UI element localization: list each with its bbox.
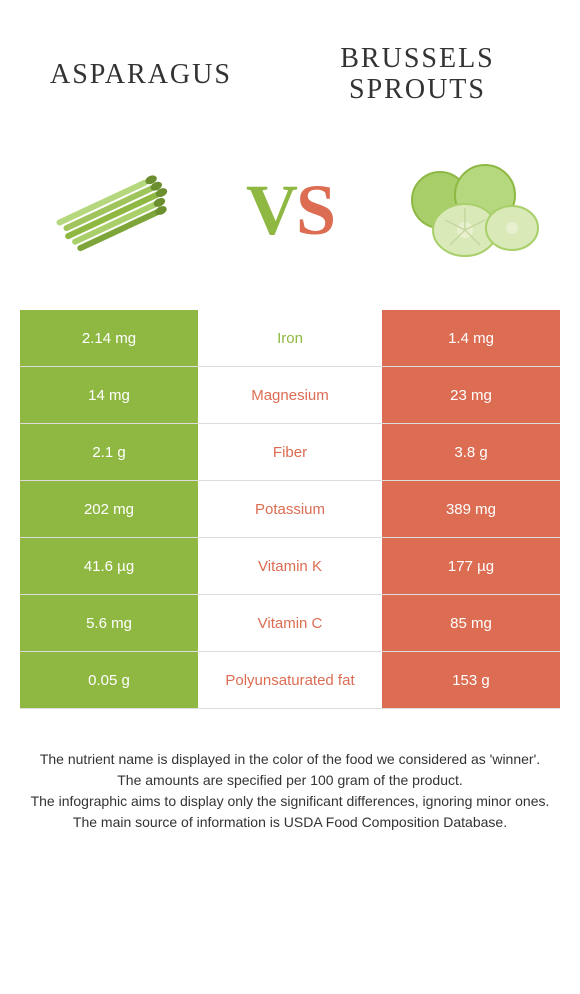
nutrient-label: Fiber [198, 424, 382, 480]
table-row: 41.6 µg Vitamin K 177 µg [20, 538, 560, 595]
asparagus-image [30, 150, 190, 270]
nutrient-label: Potassium [198, 481, 382, 537]
right-value: 1.4 mg [382, 310, 560, 366]
left-value: 2.1 g [20, 424, 198, 480]
title-brussels-sprouts: Brussels sprouts [295, 44, 540, 106]
right-value: 389 mg [382, 481, 560, 537]
table-row: 2.14 mg Iron 1.4 mg [20, 310, 560, 367]
right-value: 23 mg [382, 367, 560, 423]
left-value: 2.14 mg [20, 310, 198, 366]
table-row: 202 mg Potassium 389 mg [20, 481, 560, 538]
brussels-sprouts-image [390, 150, 550, 270]
table-row: 2.1 g Fiber 3.8 g [20, 424, 560, 481]
right-value: 153 g [382, 652, 560, 708]
footer-line: The amounts are specified per 100 gram o… [20, 770, 560, 791]
right-value: 3.8 g [382, 424, 560, 480]
nutrient-table: 2.14 mg Iron 1.4 mg 14 mg Magnesium 23 m… [20, 310, 560, 709]
nutrient-label: Magnesium [198, 367, 382, 423]
title-asparagus: Asparagus [50, 59, 295, 91]
footer-notes: The nutrient name is displayed in the co… [0, 709, 580, 853]
nutrient-label: Iron [198, 310, 382, 366]
table-row: 14 mg Magnesium 23 mg [20, 367, 560, 424]
vs-s: S [296, 170, 334, 250]
nutrient-label: Polyunsaturated fat [198, 652, 382, 708]
left-value: 14 mg [20, 367, 198, 423]
footer-line: The infographic aims to display only the… [20, 791, 560, 812]
right-value: 85 mg [382, 595, 560, 651]
vs-v: V [246, 170, 296, 250]
left-value: 202 mg [20, 481, 198, 537]
left-value: 5.6 mg [20, 595, 198, 651]
nutrient-label: Vitamin C [198, 595, 382, 651]
left-value: 0.05 g [20, 652, 198, 708]
table-row: 5.6 mg Vitamin C 85 mg [20, 595, 560, 652]
table-row: 0.05 g Polyunsaturated fat 153 g [20, 652, 560, 709]
images-row: VS [0, 130, 580, 310]
left-value: 41.6 µg [20, 538, 198, 594]
vs-label: VS [246, 169, 334, 252]
right-value: 177 µg [382, 538, 560, 594]
footer-line: The nutrient name is displayed in the co… [20, 749, 560, 770]
footer-line: The main source of information is USDA F… [20, 812, 560, 833]
nutrient-label: Vitamin K [198, 538, 382, 594]
header: Asparagus Brussels sprouts [0, 0, 580, 130]
